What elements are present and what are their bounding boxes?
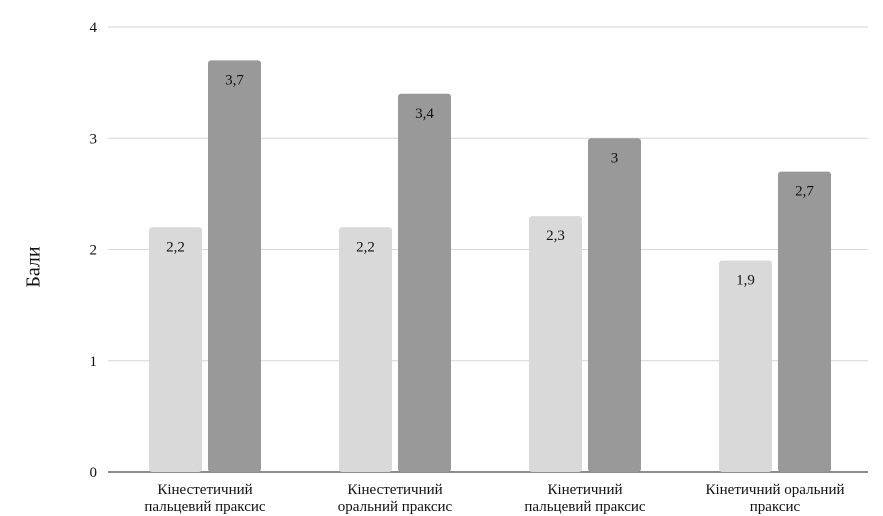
x-category-label-3-line-1: Кінетичний: [547, 482, 622, 498]
bar-s1-c4: [719, 260, 772, 472]
y-tick-label-3: 3: [90, 131, 98, 147]
y-axis-title: Бали: [23, 246, 45, 288]
bar-s2-c3: [588, 138, 641, 472]
data-label-s2-c2: 3,4: [415, 106, 434, 122]
x-category-label-3-line-2: пальцевий праксис: [524, 499, 645, 515]
data-label-s1-c3: 2,3: [546, 228, 565, 244]
data-label-s2-c1: 3,7: [225, 72, 244, 88]
bar-s1-c2: [339, 227, 392, 472]
bar-s2-c1: [208, 60, 261, 472]
bar-s1-c1: [149, 227, 202, 472]
x-category-label-1-line-2: пальцевий праксис: [144, 499, 265, 515]
data-label-s1-c2: 2,2: [356, 239, 375, 255]
x-category-label-4-line-2: праксис: [750, 499, 801, 515]
y-tick-label-2: 2: [90, 243, 98, 259]
y-tick-label-1: 1: [90, 354, 98, 370]
y-tick-label-4: 4: [90, 20, 98, 36]
x-category-label-2-line-1: Кінестетичний: [347, 482, 442, 498]
x-category-label-4-line-1: Кінетичний оральний: [705, 482, 844, 498]
bar-s1-c3: [529, 216, 582, 472]
data-label-s2-c4: 2,7: [795, 184, 814, 200]
bar-s2-c4: [778, 171, 831, 472]
bar-s2-c2: [398, 93, 451, 472]
x-category-label-1-line-1: Кінестетичний: [157, 482, 252, 498]
data-label-s2-c3: 3: [611, 150, 619, 166]
x-category-label-2-line-2: оральний праксис: [338, 499, 453, 515]
y-tick-label-0: 0: [90, 465, 98, 481]
data-label-s1-c1: 2,2: [166, 239, 185, 255]
data-label-s1-c4: 1,9: [736, 273, 755, 289]
